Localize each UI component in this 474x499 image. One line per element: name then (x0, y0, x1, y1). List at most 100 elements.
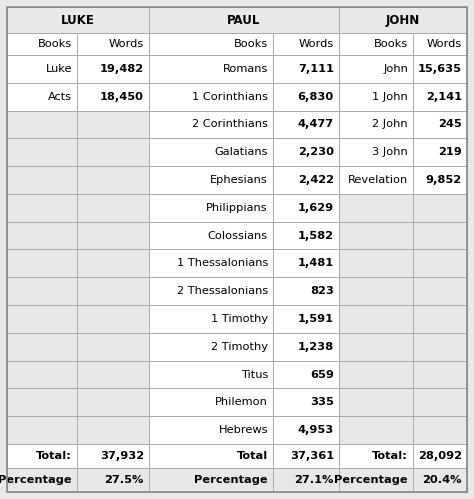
Bar (273, 33, 339, 55)
Bar (149, 166, 273, 194)
Text: 335: 335 (310, 397, 334, 407)
Bar (339, 33, 413, 55)
Bar (7, 444, 77, 468)
Bar (273, 277, 339, 305)
Bar (7, 138, 77, 166)
Text: 37,932: 37,932 (100, 451, 144, 461)
Bar (149, 7, 339, 33)
Text: Luke: Luke (46, 64, 72, 74)
Text: 4,477: 4,477 (298, 119, 334, 129)
Text: 219: 219 (438, 147, 462, 157)
Bar (339, 277, 413, 305)
Bar (413, 277, 467, 305)
Bar (273, 222, 339, 250)
Text: 7,111: 7,111 (298, 64, 334, 74)
Text: 2 Corinthians: 2 Corinthians (192, 119, 268, 129)
Bar (7, 166, 77, 194)
Bar (7, 33, 77, 55)
Text: 27.1%: 27.1% (295, 475, 334, 485)
Text: 1,238: 1,238 (298, 342, 334, 352)
Text: 245: 245 (438, 119, 462, 129)
Bar (273, 194, 339, 222)
Bar (413, 416, 467, 444)
Bar (339, 388, 413, 416)
Bar (7, 83, 77, 111)
Bar (339, 166, 413, 194)
Bar (7, 333, 77, 361)
Bar (273, 361, 339, 388)
Bar (77, 444, 149, 468)
Text: 1,629: 1,629 (298, 203, 334, 213)
Text: John: John (383, 64, 408, 74)
Bar (339, 138, 413, 166)
Text: Books: Books (38, 39, 72, 49)
Text: 15,635: 15,635 (418, 64, 462, 74)
Text: Acts: Acts (48, 92, 72, 102)
Text: 20.4%: 20.4% (422, 475, 462, 485)
Bar (339, 194, 413, 222)
Bar (273, 55, 339, 83)
Text: Words: Words (299, 39, 334, 49)
Text: Revelation: Revelation (348, 175, 408, 185)
Text: 1,582: 1,582 (298, 231, 334, 241)
Text: Hebrews: Hebrews (219, 425, 268, 435)
Text: 1 John: 1 John (372, 92, 408, 102)
Text: 2,230: 2,230 (298, 147, 334, 157)
Bar (339, 361, 413, 388)
Bar (273, 166, 339, 194)
Text: Books: Books (374, 39, 408, 49)
Bar (7, 388, 77, 416)
Text: Titus: Titus (241, 370, 268, 380)
Bar (413, 444, 467, 468)
Text: JOHN: JOHN (386, 13, 420, 26)
Bar (273, 388, 339, 416)
Text: 1,481: 1,481 (298, 258, 334, 268)
Bar (77, 250, 149, 277)
Bar (77, 222, 149, 250)
Text: LUKE: LUKE (61, 13, 95, 26)
Bar (273, 416, 339, 444)
Bar (273, 305, 339, 333)
Bar (149, 138, 273, 166)
Bar (339, 83, 413, 111)
Bar (413, 138, 467, 166)
Text: 37,361: 37,361 (290, 451, 334, 461)
Bar (77, 416, 149, 444)
Bar (149, 83, 273, 111)
Bar (7, 7, 149, 33)
Bar (77, 361, 149, 388)
Text: Philippians: Philippians (206, 203, 268, 213)
Text: Romans: Romans (223, 64, 268, 74)
Bar (149, 305, 273, 333)
Text: Percentage: Percentage (0, 475, 72, 485)
Bar (339, 333, 413, 361)
Text: 1,591: 1,591 (298, 314, 334, 324)
Text: Galatians: Galatians (215, 147, 268, 157)
Bar (7, 111, 77, 138)
Bar (77, 166, 149, 194)
Text: 1 Timothy: 1 Timothy (211, 314, 268, 324)
Text: 6,830: 6,830 (298, 92, 334, 102)
Bar (77, 83, 149, 111)
Text: 1 Corinthians: 1 Corinthians (192, 92, 268, 102)
Bar (413, 222, 467, 250)
Bar (77, 333, 149, 361)
Bar (413, 305, 467, 333)
Bar (149, 222, 273, 250)
Text: 28,092: 28,092 (418, 451, 462, 461)
Bar (413, 468, 467, 492)
Text: Words: Words (109, 39, 144, 49)
Bar (77, 388, 149, 416)
Bar (7, 305, 77, 333)
Bar (7, 250, 77, 277)
Bar (339, 7, 467, 33)
Text: 19,482: 19,482 (100, 64, 144, 74)
Text: 2 Timothy: 2 Timothy (211, 342, 268, 352)
Bar (7, 361, 77, 388)
Text: Percentage: Percentage (194, 475, 268, 485)
Bar (273, 111, 339, 138)
Bar (7, 222, 77, 250)
Bar (339, 444, 413, 468)
Bar (339, 468, 413, 492)
Bar (339, 111, 413, 138)
